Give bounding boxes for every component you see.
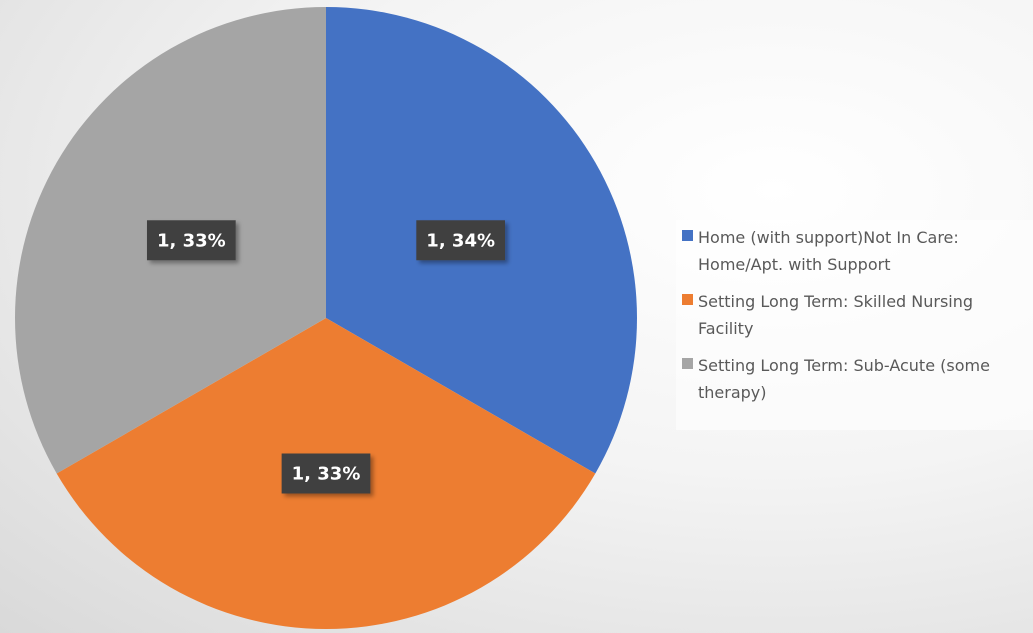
data-label: 1, 34% <box>416 220 506 261</box>
legend-label: Setting Long Term: Skilled Nursing Facil… <box>698 292 974 338</box>
data-label-text: 1, 33% <box>157 230 226 251</box>
legend-item: Setting Long Term: Sub-Acute (some thera… <box>682 352 1033 406</box>
data-label-text: 1, 34% <box>426 230 495 251</box>
data-label: 1, 33% <box>146 220 236 261</box>
data-label-box <box>146 220 236 261</box>
legend-label: Home (with support)Not In Care: Home/Apt… <box>698 228 959 274</box>
legend: Home (with support)Not In Care: Home/Apt… <box>676 220 1033 430</box>
legend-swatch <box>682 358 693 369</box>
data-label-box <box>281 453 371 494</box>
legend-item: Home (with support)Not In Care: Home/Apt… <box>682 224 1033 278</box>
legend-item: Setting Long Term: Skilled Nursing Facil… <box>682 288 1033 342</box>
legend-swatch <box>682 294 693 305</box>
data-label-text: 1, 33% <box>292 464 361 485</box>
legend-swatch <box>682 230 693 241</box>
data-label-box <box>416 220 506 261</box>
data-label: 1, 33% <box>281 453 371 494</box>
legend-label: Setting Long Term: Sub-Acute (some thera… <box>698 356 990 402</box>
